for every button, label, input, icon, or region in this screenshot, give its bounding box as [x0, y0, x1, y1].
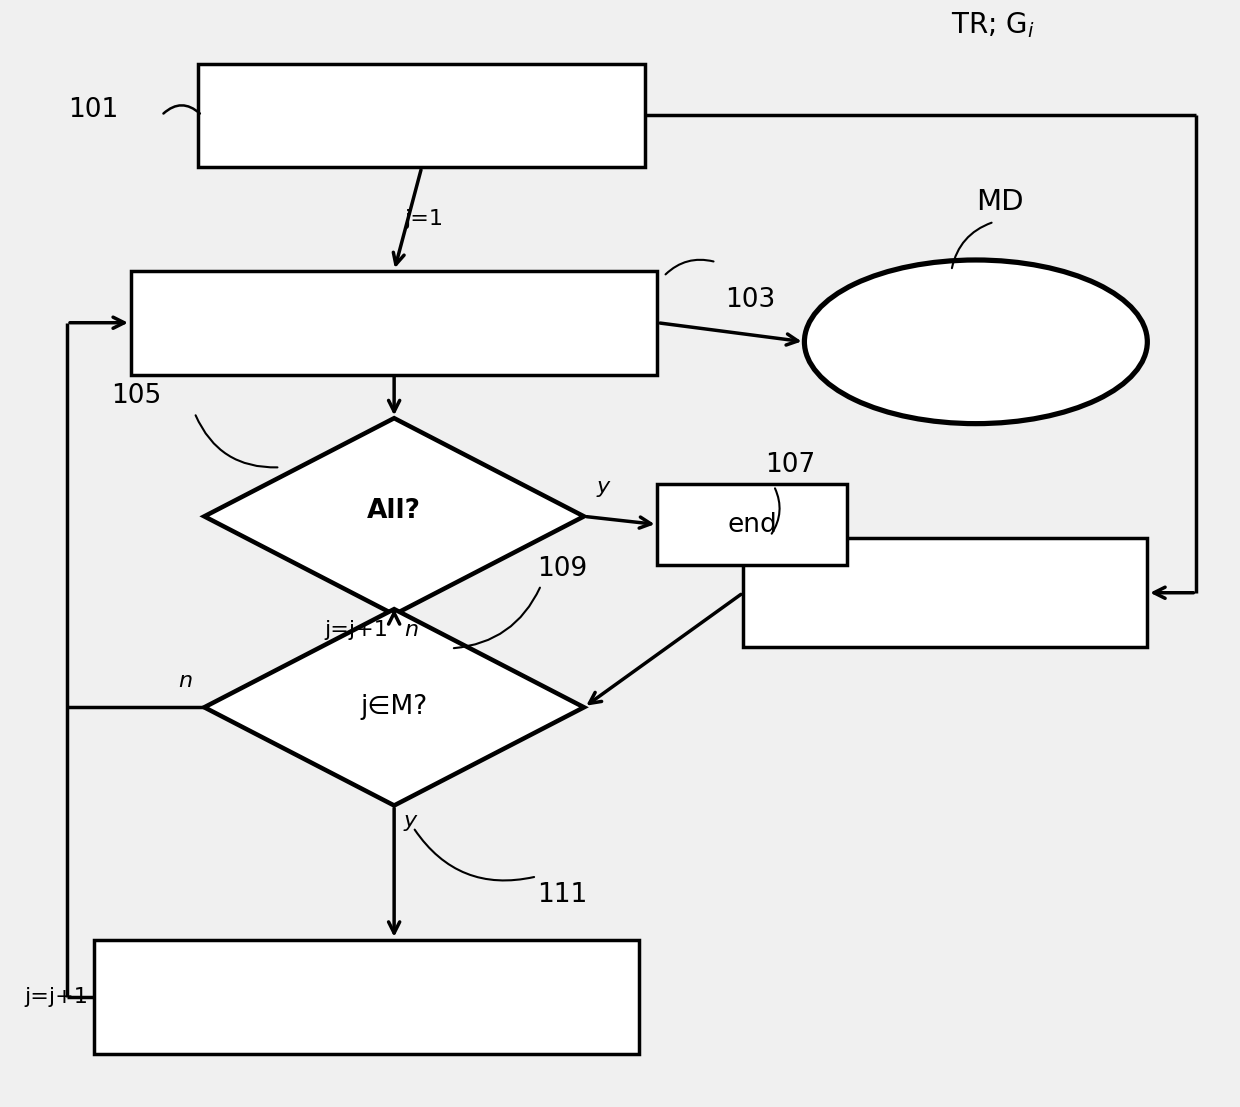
Text: n: n: [177, 671, 192, 691]
Text: 101: 101: [68, 97, 119, 123]
Text: MD: MD: [977, 188, 1024, 216]
FancyBboxPatch shape: [198, 63, 645, 167]
Text: 107: 107: [765, 452, 816, 478]
Text: y: y: [596, 477, 609, 497]
Text: TR; G$_i$: TR; G$_i$: [951, 11, 1035, 40]
Polygon shape: [205, 418, 584, 614]
FancyBboxPatch shape: [743, 538, 1147, 648]
Text: end: end: [728, 511, 777, 538]
Text: 109: 109: [537, 556, 588, 582]
FancyBboxPatch shape: [94, 940, 639, 1054]
Text: j=j+1: j=j+1: [324, 620, 388, 640]
Text: j=j+1: j=j+1: [24, 987, 88, 1007]
Text: 105: 105: [112, 383, 161, 410]
Text: y: y: [404, 811, 417, 831]
Text: n: n: [404, 620, 418, 640]
FancyBboxPatch shape: [657, 484, 847, 566]
Text: 103: 103: [725, 287, 775, 313]
Text: j=1: j=1: [404, 209, 443, 229]
Ellipse shape: [805, 260, 1147, 424]
FancyBboxPatch shape: [131, 271, 657, 374]
Text: j∈M?: j∈M?: [361, 694, 428, 721]
Text: 111: 111: [537, 882, 587, 908]
Polygon shape: [205, 609, 584, 806]
Text: All?: All?: [367, 498, 422, 524]
